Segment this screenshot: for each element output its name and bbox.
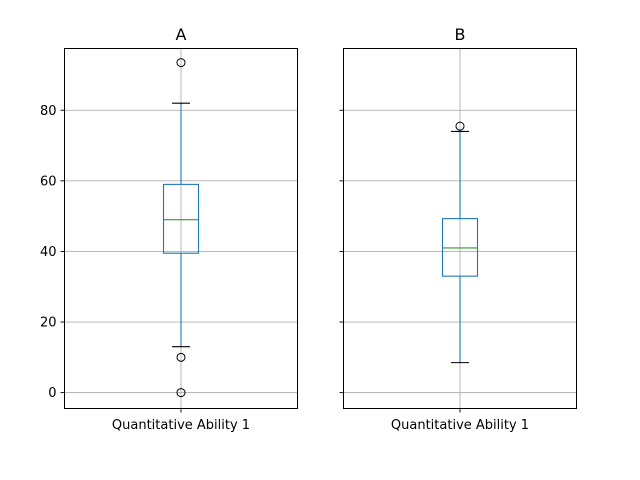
x-tick-label: Quantitative Ability 1 (391, 418, 529, 433)
axes-frame (343, 48, 577, 409)
axes-frame (64, 48, 298, 409)
box (162, 183, 200, 254)
outlier-point (455, 121, 465, 131)
y-tick-label: 40 (40, 245, 57, 260)
panel-b: B Quantitative Ability 1 (339, 25, 577, 433)
y-tick-label: 20 (40, 316, 57, 331)
outlier-point (176, 352, 186, 362)
panel-title: A (176, 25, 187, 44)
x-tick-label: Quantitative Ability 1 (112, 418, 250, 433)
y-tick-label: 0 (48, 386, 56, 401)
outlier-point (176, 388, 186, 398)
panel-title: B (455, 25, 466, 44)
y-tick-label: 60 (40, 174, 57, 189)
panel-a: A Quantitative Ability 1 0 20 40 60 80 (40, 25, 298, 433)
y-tick-label: 80 (40, 104, 57, 119)
outlier-point (176, 58, 186, 68)
